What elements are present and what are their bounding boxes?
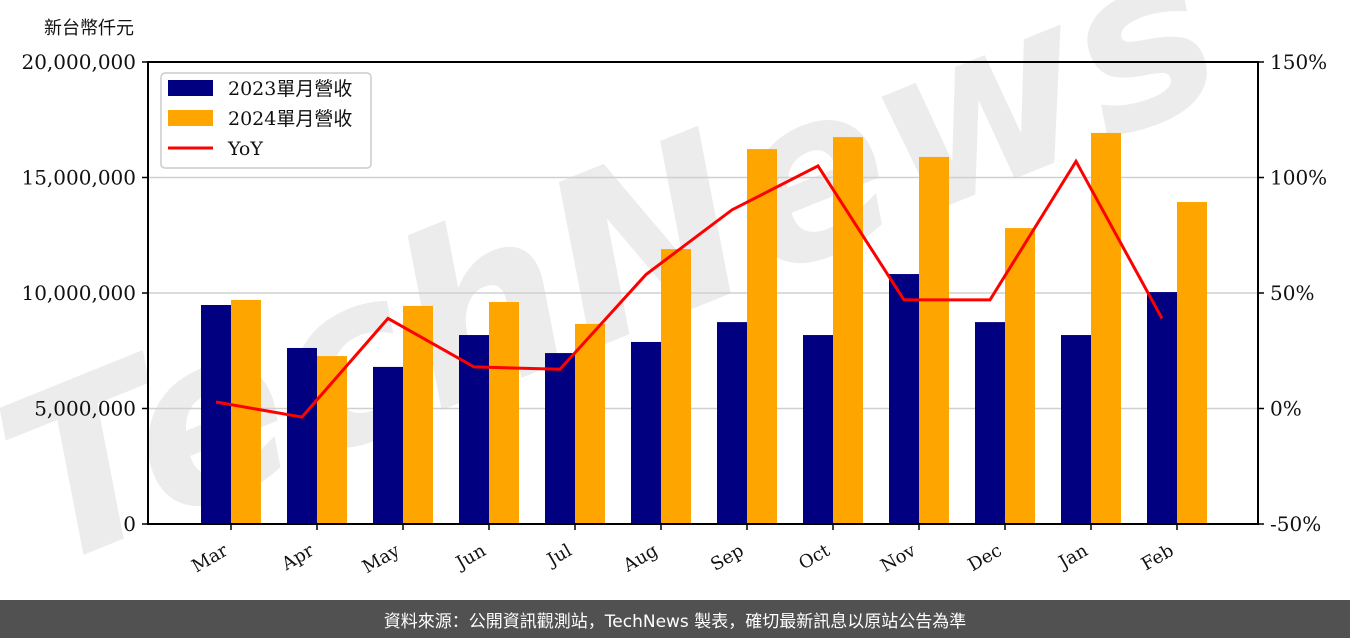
y-tick-label: 10,000,000 xyxy=(21,281,136,305)
y2-tick-label: 150% xyxy=(1270,50,1327,74)
x-tick-label: Nov xyxy=(877,540,920,577)
revenue-chart: TechNews Mar Apr May Jun Jul Aug Sep Oct Nov Dec J… xyxy=(0,0,1327,600)
bar-2023-nov xyxy=(889,274,919,524)
y2-tick-label: -50% xyxy=(1270,512,1321,536)
bar-2023-feb xyxy=(1147,292,1177,524)
x-tick-label: Sep xyxy=(707,540,747,575)
legend: 2023單月營收 2024單月營收 YoY xyxy=(160,72,372,169)
bar-2023-jun xyxy=(459,335,489,524)
bar-2024-jun xyxy=(489,302,519,524)
y-tick-label: 0 xyxy=(123,512,136,536)
bar-2023-apr xyxy=(287,347,317,524)
legend-label: 2023單月營收 xyxy=(228,78,352,100)
bar-2023-jan xyxy=(1061,335,1091,524)
bar-2023-oct xyxy=(803,335,833,524)
bar-2024-jan xyxy=(1091,132,1121,525)
yoy-line xyxy=(215,158,1164,419)
bar-2023-aug xyxy=(631,341,661,524)
y2-tick-label: 50% xyxy=(1270,281,1314,305)
bar-2023-dec xyxy=(975,322,1005,524)
y-tick-label: 15,000,000 xyxy=(21,166,136,190)
source-footer: 資料來源：公開資訊觀測站，TechNews 製表，確切最新訊息以原站公告為準 xyxy=(0,600,1350,638)
x-tick-label: Oct xyxy=(795,540,834,575)
x-axis-ticks: Mar Apr May Jun Jul Aug Sep Oct Nov Dec Jan Feb xyxy=(188,524,1178,578)
legend-label: YoY xyxy=(227,138,263,160)
bar-2023-may xyxy=(373,366,403,524)
bar-2024-jul xyxy=(575,323,605,524)
x-tick-label: Dec xyxy=(965,540,1006,576)
y-tick-label: 5,000,000 xyxy=(34,397,136,421)
right-y-axis-ticks: -50% 0% 50% 100% 150% xyxy=(1258,50,1327,536)
x-tick-label: May xyxy=(359,540,404,578)
bar-2024-may xyxy=(403,305,433,524)
bar-2024-nov xyxy=(919,156,949,525)
bar-2023-jul xyxy=(545,353,575,524)
bar-2023-mar xyxy=(201,305,231,524)
bar-series xyxy=(201,132,1207,525)
x-tick-label: Feb xyxy=(1138,540,1178,575)
x-tick-label: Apr xyxy=(277,540,317,575)
legend-box xyxy=(160,72,372,169)
y2-tick-label: 0% xyxy=(1270,397,1302,421)
yoy-line-series xyxy=(215,158,1164,419)
y-tick-label: 20,000,000 xyxy=(21,50,136,74)
bar-2024-oct xyxy=(833,137,863,524)
bar-2023-sep xyxy=(717,322,747,524)
bar-2024-aug xyxy=(661,249,691,525)
bar-2024-sep xyxy=(747,149,777,524)
y2-tick-label: 100% xyxy=(1270,166,1327,190)
x-tick-label: Aug xyxy=(619,540,662,577)
bar-2024-dec xyxy=(1005,228,1035,525)
source-text: 資料來源：公開資訊觀測站，TechNews 製表，確切最新訊息以原站公告為準 xyxy=(383,611,967,632)
x-tick-label: Jul xyxy=(542,540,576,572)
bar-2024-mar xyxy=(231,299,261,524)
x-tick-label: Jun xyxy=(451,540,490,575)
legend-swatch xyxy=(168,80,213,96)
legend-swatch xyxy=(168,110,213,126)
left-y-axis-ticks: 0 5,000,000 10,000,000 15,000,000 20,000,000 xyxy=(21,50,148,536)
x-tick-label: Jan xyxy=(1054,540,1092,574)
y-axis-unit-label: 新台幣仟元 xyxy=(44,18,134,39)
bar-2024-feb xyxy=(1177,201,1207,524)
legend-label: 2024單月營收 xyxy=(228,108,352,130)
